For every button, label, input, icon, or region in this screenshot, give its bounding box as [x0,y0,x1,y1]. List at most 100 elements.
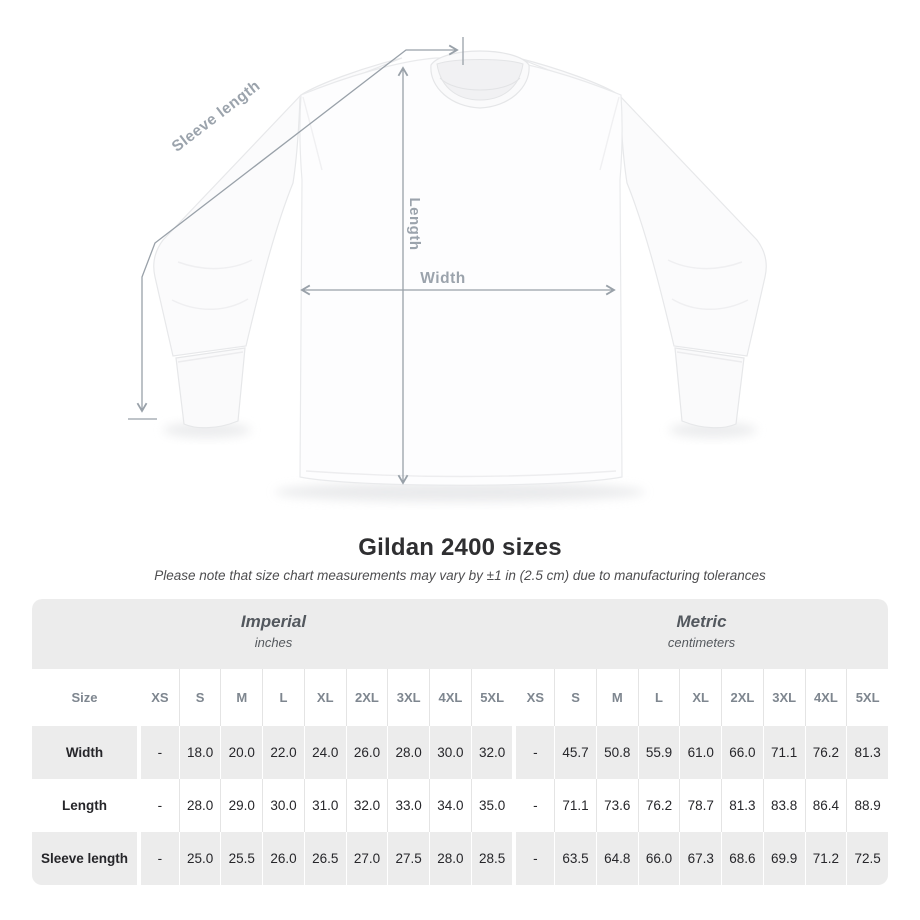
measurement-row-length: Length -28.0 29.0 30.0 31.0 32.0 33.0 34.0 35.0-… [32,779,888,832]
size-value-cell: 76.2 [637,779,680,832]
sleeve-length-label: Sleeve length [169,77,264,155]
size-value-cell: 26.0 [262,832,304,885]
size-value-cell: 32.0 [470,726,513,779]
shirt-diagram-svg: Width Length Sleeve length [128,37,767,502]
size-value-cell: 24.0 [303,726,346,779]
size-column-header-metric-5xl: 5XL [846,669,888,726]
size-value-cell: 68.6 [721,832,763,885]
size-value-cell: 69.9 [762,832,805,885]
size-value-cell: 35.0 [470,779,513,832]
size-value-cell: 73.6 [595,779,638,832]
size-column-header-imperial-4xl: 4XL [429,669,471,726]
size-value-cell: 25.0 [178,832,221,885]
product-measurement-diagram: Width Length Sleeve length [128,37,767,502]
size-value-cell: 27.0 [345,832,388,885]
metric-label: Metric [676,612,727,631]
size-column-header-imperial-5xl: 5XL [470,669,513,726]
size-value-cell: 55.9 [637,726,680,779]
size-value-cell: 61.0 [679,726,722,779]
size-value-cell: 27.5 [387,832,430,885]
row-label: Length [32,779,137,832]
size-value-cell: - [137,726,179,779]
size-column-header-metric-m: M [595,669,638,726]
size-value-cell: 31.0 [303,779,346,832]
size-value-cell: 22.0 [262,726,304,779]
size-value-cell: 33.0 [387,779,430,832]
size-value-cell: 26.0 [345,726,388,779]
imperial-label: Imperial [240,612,307,631]
size-column-header-imperial-3xl: 3XL [387,669,430,726]
measurement-row-width: Width -18.0 20.0 22.0 24.0 26.0 28.0 30.0 32.0-4… [32,726,888,779]
metric-group-header: Metric centimeters [515,599,888,669]
size-column-header-metric-xs: XS [512,669,555,726]
size-column-header-metric-l: L [637,669,680,726]
right-cuff [674,347,745,429]
measurement-row-sleeve-length: Sleeve length -25.0 25.5 26.0 26.5 27.0 27.5 28… [32,832,888,885]
size-value-cell: 30.0 [262,779,304,832]
size-value-cell: 28.0 [387,726,430,779]
tolerance-note: Please note that size chart measurements… [154,568,766,583]
size-column-header-imperial-m: M [220,669,263,726]
size-value-cell: - [512,726,555,779]
shirt-shadow [163,422,757,502]
unit-group-header: Imperial inches Metric centimeters [32,599,888,669]
size-value-cell: 78.7 [679,779,722,832]
metric-unit: centimeters [667,635,736,650]
size-value-cell: 72.5 [846,832,888,885]
size-value-cell: 64.8 [595,832,638,885]
row-label: Sleeve length [32,832,137,885]
size-value-cell: 66.0 [721,726,763,779]
size-value-cell: 32.0 [345,779,388,832]
size-value-cell: 83.8 [762,779,805,832]
size-column-header-imperial-s: S [178,669,221,726]
size-column-header-metric-s: S [554,669,596,726]
imperial-unit: inches [254,635,293,650]
size-column-header-metric-4xl: 4XL [804,669,847,726]
size-value-cell: 66.0 [637,832,680,885]
page-title: Gildan 2400 sizes [358,534,562,561]
size-chart-table: Imperial inches Metric centimeters Size X… [32,599,888,885]
sleeve-length-arrow [136,44,459,413]
size-value-cell: 28.0 [178,779,221,832]
size-value-cell: 28.5 [470,832,513,885]
size-value-cell: 71.2 [804,832,847,885]
size-value-cell: 76.2 [804,726,847,779]
shirt-right-sleeve [517,57,767,429]
size-value-cell: 71.1 [554,779,596,832]
size-column-header-imperial-l: L [262,669,304,726]
left-cuff [175,347,246,429]
size-value-cell: 18.0 [178,726,221,779]
size-value-cell: 45.7 [554,726,596,779]
size-value-cell: 67.3 [679,832,722,885]
size-column-header-metric-2xl: 2XL [721,669,763,726]
length-label: Length [406,198,423,251]
size-value-cell: 81.3 [846,726,888,779]
size-value-cell: 50.8 [595,726,638,779]
size-value-cell: - [137,832,179,885]
size-value-cell: 20.0 [220,726,263,779]
hem-seam [305,470,617,478]
size-column-header-imperial-2xl: 2XL [345,669,388,726]
size-column-header-imperial-xl: XL [303,669,346,726]
size-value-cell: - [137,779,179,832]
imperial-group-header: Imperial inches [32,599,515,669]
size-header-row: Size XS S M L XL 2XL 3XL 4XL 5XL XS S M L XL 2XL 3XL 4XL 5… [32,669,888,726]
size-value-cell: - [512,832,555,885]
size-value-cell: 29.0 [220,779,263,832]
size-value-cell: 71.1 [762,726,805,779]
size-value-cell: 88.9 [846,779,888,832]
size-value-cell: 63.5 [554,832,596,885]
size-column-header-imperial-xs: XS [137,669,179,726]
size-value-cell: 25.5 [220,832,263,885]
size-column-header-metric-3xl: 3XL [762,669,805,726]
size-value-cell: 81.3 [721,779,763,832]
size-value-cell: 86.4 [804,779,847,832]
size-value-cell: 30.0 [429,726,471,779]
size-value-cell: 26.5 [303,832,346,885]
size-value-cell: 34.0 [429,779,471,832]
size-grid: Size XS S M L XL 2XL 3XL 4XL 5XL XS S M L XL 2XL 3XL 4XL 5… [32,669,888,885]
size-value-cell: 28.0 [429,832,471,885]
size-value-cell: - [512,779,555,832]
size-column-header-metric-xl: XL [679,669,722,726]
width-label: Width [420,270,465,287]
